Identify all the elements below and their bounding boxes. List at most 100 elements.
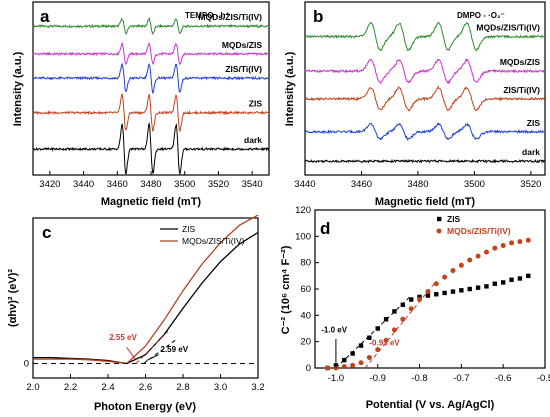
x-tick-label: 3500: [464, 179, 485, 190]
data-point-mqds-zis-ti-iv: [433, 281, 439, 287]
data-point-mqds-zis-ti-iv: [500, 243, 506, 249]
series-line-mqds-zis-ti-iv: [32, 16, 270, 36]
annotation-2-55-ev: 2.55 eV: [109, 333, 137, 342]
series-line-mqds-zis: [304, 58, 545, 85]
series-line-mqds-zis-ti-iv: [304, 21, 546, 52]
y-axis-title-d: C⁻² (10⁶ cm⁴ F⁻²): [280, 245, 292, 334]
data-point-zis: [358, 343, 364, 348]
data-point-zis: [375, 326, 380, 331]
x-tick-label: 3460: [351, 179, 372, 190]
data-point-mqds-zis-ti-iv: [408, 306, 414, 312]
data-point-zis: [408, 297, 414, 302]
y-tick-label: 20: [300, 337, 311, 348]
data-point-mqds-zis-ti-iv: [525, 237, 531, 243]
panel-letter-d: d: [320, 219, 330, 238]
data-point-mqds-zis-ti-iv: [467, 257, 473, 263]
x-tick-label: 3520: [208, 179, 229, 190]
legend-c: ZIS MQDs/ZIS/Ti(IV): [160, 224, 245, 246]
series-label-mqds-zis-ti-iv: MQDs/ZIS/Ti(IV): [198, 12, 262, 22]
x-tick-label: -0.9: [370, 373, 386, 384]
data-point-zis: [459, 288, 464, 293]
x-tick-label: -0.7: [453, 373, 469, 384]
panel-d: d -1.0 eV -0.93 eV -1.0 -0.9 -0.8 -0.7 -0.6 -0…: [280, 205, 550, 411]
legend-label-mqds-zis-ti-iv: MQDs/ZIS/Ti(IV): [182, 236, 245, 246]
data-point-zis: [342, 357, 347, 363]
x-tick-label: 3480: [140, 179, 161, 190]
series-label-mqds-zis-ti-iv: MQDs/ZIS/Ti(IV): [476, 23, 540, 33]
data-point-zis: [400, 302, 406, 307]
data-point-zis: [417, 294, 422, 300]
data-point-mqds-zis-ti-iv: [458, 262, 464, 268]
panel-a: a TEMPO - h⁺ MQDs/ZIS/Ti(IV) MQDs/ZIS ZIS/…: [12, 1, 270, 208]
series-line-zis: [32, 92, 270, 132]
data-point-mqds-zis-ti-iv: [358, 360, 364, 366]
y-tick-label: 0: [24, 358, 29, 369]
x-tick-label: -0.5: [537, 373, 550, 384]
x-tick-label: 2.6: [139, 382, 152, 393]
data-point-mqds-zis-ti-iv: [442, 274, 448, 280]
x-tick-label: 3540: [242, 179, 263, 190]
chart-title-a: TEMPO - h⁺: [185, 11, 230, 20]
x-tick-label: 2.2: [64, 382, 77, 393]
data-point-mqds-zis-ti-iv: [341, 364, 347, 370]
panel-c: c 2.55 eV2.59 eV 2.0 2.2 2.4 2.6 2.8 3.0 3.20 …: [7, 214, 265, 413]
data-point-zis: [450, 289, 456, 294]
data-point-mqds-zis-ti-iv: [492, 245, 498, 251]
data-point-mqds-zis-ti-iv: [366, 354, 372, 360]
series-line-zis: [304, 122, 546, 141]
data-point-mqds-zis-ti-iv: [383, 337, 389, 343]
series-label-dark: dark: [244, 135, 262, 145]
legend-swatch-mqds-zis-ti-iv: [436, 228, 442, 234]
x-tick-label: 3460: [107, 179, 128, 190]
annotation-2-59-ev: 2.59 eV: [161, 345, 189, 354]
annotation-minus-0-93-ev: -0.93 eV: [369, 339, 400, 348]
data-point-zis: [434, 292, 439, 297]
data-point-mqds-zis-ti-iv: [375, 347, 381, 353]
data-point-mqds-zis-ti-iv: [517, 239, 523, 245]
x-tick-label: 3440: [73, 179, 94, 190]
panel-b: b DMPO - ·O₂⁻ MQDs/ZIS/Ti(IV) MQDs/ZIS ZIS…: [284, 1, 546, 208]
annotation-arrow-2-55: [126, 347, 136, 360]
data-point-mqds-zis-ti-iv: [450, 268, 456, 274]
data-point-zis: [392, 309, 397, 314]
data-point-mqds-zis-ti-iv: [509, 240, 515, 246]
x-tick-label: -0.8: [411, 373, 427, 384]
data-point-zis: [383, 317, 389, 322]
data-point-mqds-zis-ti-iv: [475, 253, 481, 259]
data-point-mqds-zis-ti-iv: [325, 365, 331, 371]
series-line-zis: [33, 231, 259, 365]
annotation-minus-1-0-ev: -1.0 eV: [321, 325, 347, 334]
data-point-mqds-zis-ti-iv: [350, 362, 356, 368]
y-tick-label: 40: [300, 310, 311, 321]
series-label-zis: ZIS: [249, 99, 263, 109]
legend-label-mqds-zis-ti-iv: MQDs/ZIS/Ti(IV): [447, 226, 511, 236]
plot-frame-b: [304, 1, 546, 176]
chart-title-b: DMPO - ·O₂⁻: [457, 11, 505, 20]
extrapolation-line-zis: [335, 295, 412, 369]
panel-letter-a: a: [40, 7, 50, 26]
data-point-zis: [475, 285, 481, 290]
y-tick-label: 60: [300, 284, 311, 295]
data-point-zis: [517, 276, 523, 281]
series-line-zis-ti-iv: [304, 85, 546, 112]
data-point-zis: [425, 293, 431, 298]
series-label-zis-ti-iv: ZIS/Ti(IV): [225, 64, 262, 74]
data-point-mqds-zis-ti-iv: [391, 327, 397, 333]
y-tick-label: 0: [306, 363, 311, 374]
data-point-zis: [509, 277, 514, 282]
legend-swatch-zis: [437, 216, 442, 222]
series-line-mqds-zis: [32, 41, 270, 66]
x-tick-label: 2.0: [26, 382, 39, 393]
x-tick-label: 3420: [39, 179, 60, 190]
data-point-mqds-zis-ti-iv: [417, 297, 423, 303]
data-point-zis: [492, 281, 498, 286]
panel-letter-c: c: [42, 223, 51, 242]
legend-label-zis: ZIS: [447, 214, 461, 224]
legend-label-zis: ZIS: [182, 224, 196, 234]
data-point-mqds-zis-ti-iv: [400, 316, 406, 322]
data-point-zis: [442, 290, 447, 296]
x-tick-label: 2.8: [176, 382, 189, 393]
x-axis-title-a: Magnetic field (mT): [101, 196, 202, 208]
data-point-zis: [350, 351, 355, 356]
data-point-zis: [367, 335, 372, 340]
